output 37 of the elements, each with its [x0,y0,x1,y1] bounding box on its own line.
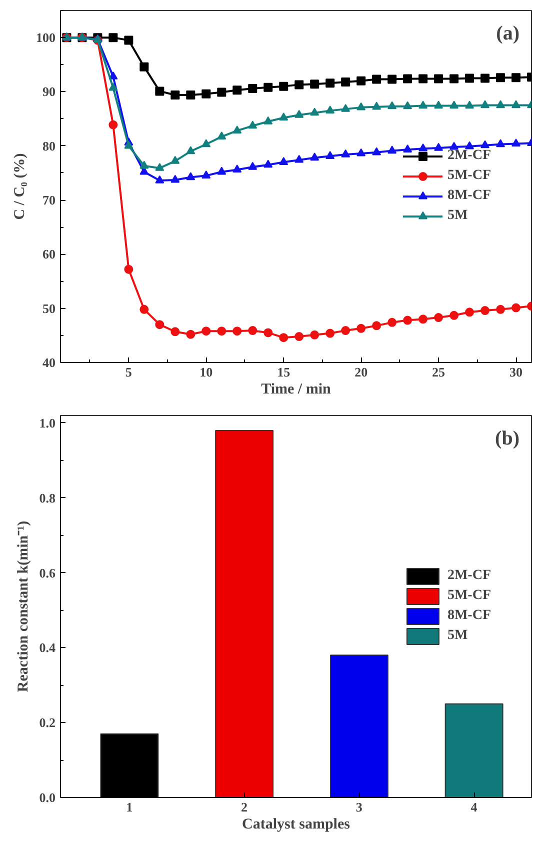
x-tick-label: 3 [356,800,363,814]
x-tick-label: 30 [510,364,523,380]
y-tick-label: 50 [42,300,56,316]
x-tick-label: 15 [277,364,291,380]
y-tick-label: 0.8 [39,490,56,506]
y-axis-title: C / C₀ (%) [12,153,28,220]
y-tick-label: 0.2 [39,715,56,730]
legend-label: 8M-CF [447,188,491,204]
y-tick-label: 40 [42,355,56,370]
y-axis-title: Reaction constant k(min⁻¹) [15,520,32,692]
x-tick-label: 4 [470,800,478,814]
y-tick-label: 80 [42,138,56,154]
legend-label: 5M [447,208,468,224]
y-tick-label: 0.4 [39,640,56,656]
x-tick-label: 10 [200,364,213,380]
y-tick-label: 60 [42,246,56,262]
x-tick-label: 20 [354,364,368,380]
legend-label: 5M-CF [447,168,491,184]
y-tick-label: 90 [42,84,56,100]
x-tick-label: 5 [125,364,132,380]
x-tick-label: 2 [241,800,248,814]
x-axis-title: Catalyst samples [242,816,350,832]
annotation: (b) [495,428,520,450]
x-tick-label: 1 [126,800,133,814]
x-tick-label: 25 [432,364,446,380]
legend-label: 5M [447,628,468,644]
legend-label: 2M-CF [447,148,491,164]
x-axis-title: Time / min [261,382,332,398]
y-tick-label: 70 [42,192,56,208]
legend-label: 2M-CF [447,568,491,584]
y-tick-label: 0.0 [39,790,56,805]
legend-label: 5M-CF [447,588,491,604]
y-tick-label: 1.0 [39,415,56,430]
y-tick-label: 0.6 [39,565,56,580]
y-tick-label: 100 [36,30,56,46]
annotation: (a) [496,22,520,44]
legend-label: 8M-CF [447,608,491,624]
